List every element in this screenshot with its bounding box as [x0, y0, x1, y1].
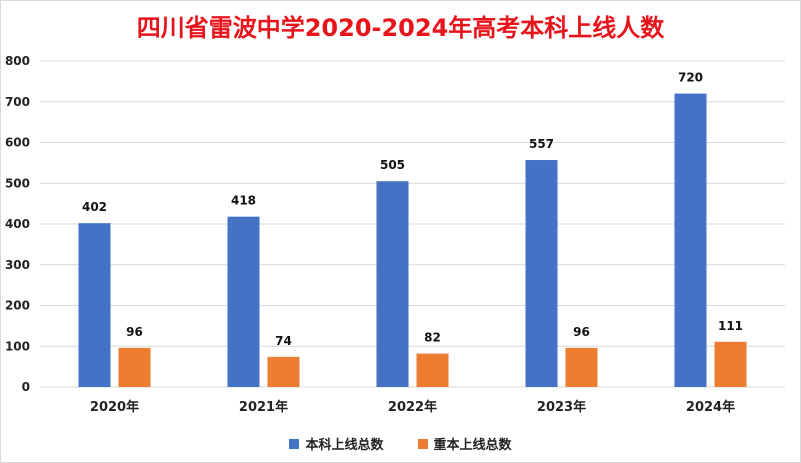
data-label: 96 [126, 325, 143, 339]
chart-title: 四川省雷波中学2020-2024年高考本科上线人数 [136, 14, 665, 42]
x-tick-label: 2021年 [239, 399, 288, 415]
y-axis-ticks: 0 100 200 300 400 500 600 700 800 [5, 54, 30, 394]
y-tick-label: 700 [5, 95, 30, 109]
bar-series-2 [565, 347, 598, 387]
legend: 本科上线总数 重本上线总数 [0, 434, 801, 453]
data-label: 111 [718, 319, 743, 333]
bars [78, 93, 747, 387]
gridlines [40, 60, 785, 388]
bar-series-1 [674, 93, 707, 387]
legend-swatch-series-1 [289, 438, 300, 449]
x-axis-ticks: 2020年 2021年 2022年 2023年 2024年 [90, 399, 735, 415]
bar-series-1 [525, 160, 558, 387]
bar-series-2 [267, 356, 300, 387]
bar-series-2 [416, 353, 449, 387]
data-label: 402 [82, 200, 107, 214]
legend-item-series-2: 重本上线总数 [417, 434, 512, 453]
y-tick-label: 200 [5, 299, 30, 313]
data-label: 74 [275, 334, 292, 348]
x-tick-label: 2020年 [90, 399, 139, 415]
y-tick-label: 800 [5, 54, 30, 68]
data-label: 557 [529, 137, 554, 151]
data-labels: 402 96 418 74 505 82 557 96 720 111 [82, 71, 743, 348]
y-tick-label: 600 [5, 136, 30, 150]
data-label: 82 [424, 331, 441, 345]
x-tick-label: 2024年 [686, 399, 735, 415]
x-tick-label: 2022年 [388, 399, 437, 415]
y-tick-label: 300 [5, 258, 30, 272]
bar-series-1 [376, 181, 409, 387]
bar-series-2 [714, 341, 747, 387]
data-label: 418 [231, 194, 256, 208]
x-tick-label: 2023年 [537, 399, 586, 415]
y-tick-label: 500 [5, 176, 30, 190]
data-label: 96 [573, 325, 590, 339]
y-tick-label: 100 [5, 339, 30, 353]
data-label: 505 [380, 158, 405, 172]
legend-item-series-1: 本科上线总数 [289, 434, 384, 453]
bar-series-1 [78, 223, 111, 387]
legend-swatch-series-2 [417, 438, 428, 449]
bar-series-2 [118, 347, 151, 387]
legend-label-series-1: 本科上线总数 [305, 438, 384, 453]
legend-label-series-2: 重本上线总数 [433, 438, 512, 453]
y-tick-label: 400 [5, 217, 30, 231]
bar-series-1 [227, 216, 260, 387]
data-label: 720 [678, 71, 703, 85]
y-tick-label: 0 [22, 380, 30, 394]
